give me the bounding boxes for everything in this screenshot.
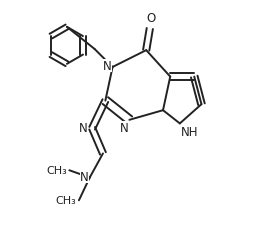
Text: CH₃: CH₃ xyxy=(56,195,76,205)
Text: N: N xyxy=(120,122,128,134)
Text: O: O xyxy=(147,12,156,25)
Text: N: N xyxy=(80,170,89,183)
Text: N: N xyxy=(103,59,111,72)
Text: N: N xyxy=(79,121,88,134)
Text: CH₃: CH₃ xyxy=(46,166,67,176)
Text: NH: NH xyxy=(181,125,198,138)
